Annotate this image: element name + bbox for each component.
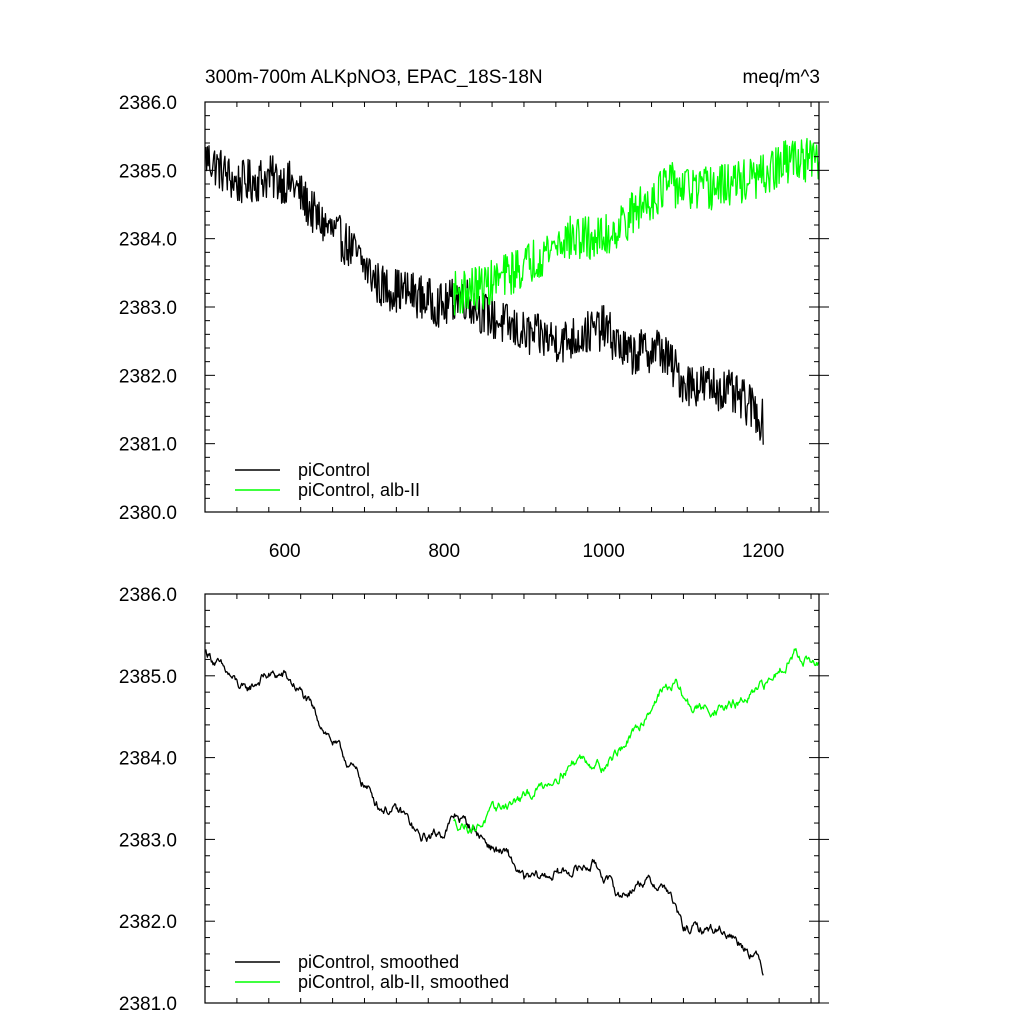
bottom-panel: 2381.0 2382.0 2383.0 2384.0 2385.0 2386.0 piC…: [119, 585, 829, 1015]
top-plot-frame: [204, 101, 820, 513]
top-legend-label-picontrol: piControl: [298, 460, 370, 480]
top-y-tick-label: 2383.0: [119, 298, 177, 319]
top-title: 300m-700m ALKpNO3, EPAC_18S-18N: [205, 67, 543, 88]
top-x-tick-label: 600: [269, 541, 301, 562]
bottom-y-tick-label: 2382.0: [119, 912, 177, 933]
top-panel: 300m-700m ALKpNO3, EPAC_18S-18N meq/m^3 …: [119, 67, 829, 562]
bottom-legend: piControl, smoothed piControl, alb-II, s…: [235, 952, 509, 992]
bottom-y-tick-label: 2386.0: [119, 585, 177, 606]
top-y-tick-label: 2386.0: [119, 93, 177, 114]
top-y-tick-label: 2381.0: [119, 435, 177, 456]
bottom-legend-label-alb: piControl, alb-II, smoothed: [298, 972, 509, 992]
top-y-tick-label: 2380.0: [119, 503, 177, 524]
bottom-y-tick-label: 2381.0: [119, 994, 177, 1015]
top-ticks: [204, 101, 829, 513]
bottom-y-tick-label: 2384.0: [119, 749, 177, 770]
bottom-series-line-picontrol: [205, 649, 764, 976]
top-tick-labels: 2380.0 2381.0 2382.0 2383.0 2384.0 2385.0 2386…: [119, 93, 784, 562]
top-units: meq/m^3: [742, 67, 820, 88]
top-x-tick-label: 800: [428, 541, 460, 562]
bottom-tick-labels: 2381.0 2382.0 2383.0 2384.0 2385.0 2386.0: [119, 585, 177, 1015]
bottom-series-line-alb-ii: [453, 648, 820, 834]
bottom-legend-label-picontrol: piControl, smoothed: [298, 952, 459, 972]
top-series-lines: [205, 137, 820, 445]
top-legend-label-alb: piControl, alb-II: [298, 480, 420, 500]
top-y-tick-label: 2382.0: [119, 366, 177, 387]
top-y-tick-label: 2384.0: [119, 230, 177, 251]
bottom-plot-frame: [204, 593, 820, 1004]
bottom-series-lines: [205, 648, 820, 976]
bottom-y-tick-label: 2385.0: [119, 667, 177, 688]
top-legend: piControl piControl, alb-II: [235, 460, 420, 500]
top-x-tick-label: 1200: [742, 541, 784, 562]
bottom-y-tick-label: 2383.0: [119, 830, 177, 851]
top-series-line-alb-ii: [453, 137, 820, 316]
top-series-line-picontrol: [205, 145, 764, 445]
top-y-tick-label: 2385.0: [119, 161, 177, 182]
top-x-tick-label: 1000: [583, 541, 625, 562]
